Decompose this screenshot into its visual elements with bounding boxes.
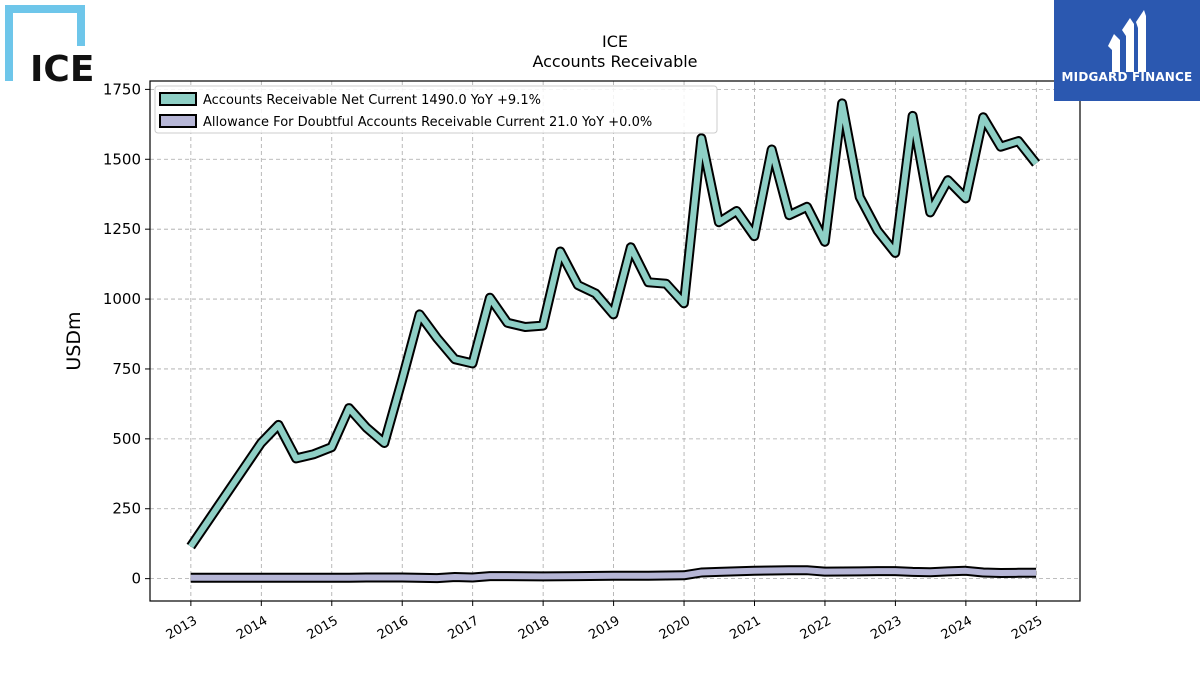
legend-swatch xyxy=(159,92,197,106)
x-tick-label: 2021 xyxy=(727,613,763,643)
x-tick-label: 2015 xyxy=(305,613,341,643)
series-line xyxy=(188,100,1039,549)
y-tick-label: 1500 xyxy=(103,150,141,168)
brand-left-logo xyxy=(5,5,85,81)
x-tick-label: 2017 xyxy=(446,613,482,643)
x-tick-label: 2024 xyxy=(939,613,975,643)
legend-label: Allowance For Doubtful Accounts Receivab… xyxy=(203,115,652,130)
x-tick-label: 2022 xyxy=(798,613,834,643)
y-tick-label: 250 xyxy=(112,500,141,518)
brand-left-bracket xyxy=(5,5,85,81)
y-tick-label: 1750 xyxy=(103,80,141,98)
x-tick-label: 2025 xyxy=(1009,613,1045,643)
brand-right-logo: MIDGARD FINANCE xyxy=(1054,0,1200,101)
y-tick-label: 1000 xyxy=(103,290,141,308)
series-line xyxy=(190,567,1037,582)
chart-subtitle: Accounts Receivable xyxy=(532,52,698,71)
x-tick-label: 2020 xyxy=(657,613,693,643)
y-tick-label: 0 xyxy=(131,570,141,588)
brand-right-text: MIDGARD FINANCE xyxy=(1061,70,1193,84)
y-tick-label: 1250 xyxy=(103,220,141,238)
y-tick-label: 750 xyxy=(112,360,141,378)
x-tick-label: 2014 xyxy=(234,613,270,643)
brand-left-text: ICE xyxy=(30,49,95,90)
y-tick-label: 500 xyxy=(112,430,141,448)
brand-right-mark-icon xyxy=(1108,10,1146,72)
legend-box xyxy=(154,85,718,134)
y-axis-label: USDm xyxy=(63,311,85,370)
x-tick-label: 2023 xyxy=(868,613,904,643)
legend-label: Accounts Receivable Net Current 1490.0 Y… xyxy=(203,93,541,108)
x-tick-label: 2016 xyxy=(375,613,411,643)
plot-frame xyxy=(149,80,1081,602)
x-tick-label: 2019 xyxy=(586,613,622,643)
x-tick-label: 2018 xyxy=(516,613,552,643)
chart-title: ICE xyxy=(602,32,628,51)
x-tick-label: 2013 xyxy=(164,613,200,643)
legend-swatch xyxy=(159,114,197,128)
